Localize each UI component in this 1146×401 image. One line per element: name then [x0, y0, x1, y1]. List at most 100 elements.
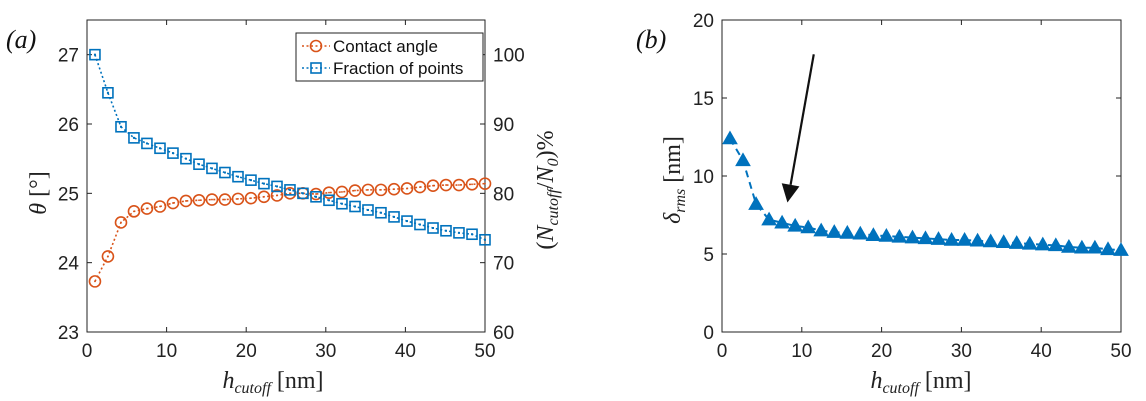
delta-rms-point	[826, 224, 843, 238]
fraction-point	[141, 137, 153, 150]
fraction-point-dot	[379, 211, 382, 214]
fraction-point	[479, 233, 491, 246]
fraction-point-dot	[132, 136, 135, 139]
panel-b-chart: (b) 0 10 20 30 40 50 0 5 10 15 20 hcutoff [nm] δrm…	[636, 11, 1132, 397]
fraction-point	[102, 87, 114, 99]
x-tick-label: 0	[82, 341, 93, 362]
fraction-point-dot	[432, 227, 435, 229]
series-delta-rms	[722, 130, 1129, 256]
contact-angle-point-dot	[328, 191, 330, 194]
delta-rms-point	[1061, 238, 1077, 253]
fraction-point	[401, 215, 413, 227]
x-tick-label: 30	[315, 341, 336, 362]
fraction-point-dot	[288, 188, 291, 191]
contact-angle-point	[179, 194, 193, 208]
y2-tick-label: 90	[493, 115, 514, 136]
arrow-head	[781, 183, 800, 203]
fraction-point	[167, 147, 179, 159]
fraction-point-dot	[327, 199, 330, 202]
fraction-point	[362, 204, 374, 216]
plot-frame	[86, 19, 486, 333]
delta-rms-point	[839, 224, 856, 239]
contact-angle-point-dot	[224, 198, 226, 201]
panel-b-label: (b)	[636, 25, 666, 54]
contact-angle-point	[387, 182, 401, 196]
legend-entry-fraction-of-points: Fraction of points	[302, 59, 463, 78]
legend-entry-contact-angle: Contact angle	[302, 37, 438, 56]
y2-tick-label: 100	[493, 46, 525, 67]
fraction-point	[180, 152, 192, 165]
fraction-point	[466, 228, 478, 241]
contact-angle-point	[140, 202, 154, 215]
contact-angle-point	[231, 192, 245, 206]
fraction-point-dot	[262, 182, 265, 185]
y2-tick-label: 60	[493, 323, 514, 344]
contact-angle-point	[192, 193, 206, 207]
y-tick-label: 10	[693, 167, 714, 188]
contact-angle-point-dot	[198, 199, 200, 202]
panel-a-ylabel: θ [°]	[26, 171, 52, 214]
x-tick-label: 50	[474, 341, 495, 362]
contact-angle-point	[400, 182, 414, 195]
contact-angle-point-dot	[341, 191, 343, 193]
contact-angle-point	[257, 190, 271, 204]
contact-angle-point-dot	[133, 210, 135, 213]
delta-rms-point	[813, 222, 830, 237]
contact-angle-point	[114, 216, 128, 229]
contact-angle-point	[374, 183, 388, 197]
fraction-point	[284, 184, 296, 196]
panel-a-y2label: (Ncutoff/N0)%	[533, 130, 562, 249]
fraction-point-dot	[405, 220, 408, 223]
contact-angle-point	[426, 179, 440, 193]
contact-angle-point-dot	[146, 207, 148, 210]
contact-angle-point	[218, 193, 232, 206]
fraction-point	[232, 170, 244, 183]
contact-angle-point	[413, 180, 427, 194]
fraction-point-dot	[366, 208, 369, 211]
x-tick-label: 50	[1110, 341, 1131, 362]
y-tick-label: 20	[693, 11, 714, 32]
legend-label-contact-angle: Contact angle	[333, 37, 438, 56]
contact-angle-point	[244, 191, 258, 205]
delta-rms-point	[1100, 241, 1116, 256]
x-tick-label: 40	[395, 341, 416, 362]
fraction-point-dot	[471, 233, 474, 236]
contact-angle-point-dot	[211, 198, 213, 201]
contact-angle-point-dot	[445, 184, 447, 186]
fraction-point	[258, 177, 270, 190]
y2-tick-label: 70	[493, 254, 514, 275]
delta-rms-point	[1008, 235, 1025, 249]
fraction-point-dot	[171, 152, 174, 155]
plot-frame	[721, 19, 1122, 333]
delta-rms-point	[1074, 239, 1090, 254]
delta-rms-point	[969, 232, 986, 247]
fraction-point-dot	[457, 231, 460, 234]
fraction-point	[440, 224, 452, 237]
delta-rms-point	[982, 233, 999, 248]
contact-angle-point-dot	[94, 280, 96, 283]
contact-angle-point-dot	[237, 197, 239, 200]
arrow-shaft	[789, 54, 815, 185]
fraction-point-dot	[418, 223, 421, 226]
y-tick-label: 15	[693, 89, 714, 110]
contact-angle-point-dot	[250, 197, 252, 200]
contact-angle-point-dot	[315, 193, 317, 195]
legend: Contact angle Fraction of points	[295, 32, 484, 82]
contact-angle-point	[205, 193, 219, 206]
fraction-point-dot	[197, 163, 200, 166]
panel-b-xlabel: hcutoff [nm]	[870, 368, 971, 397]
fraction-point	[375, 206, 387, 219]
fraction-point	[323, 194, 335, 207]
y-tick-label: 5	[703, 245, 714, 266]
delta-rms-point	[748, 196, 764, 210]
fraction-point	[128, 132, 140, 144]
contact-angle-point	[166, 196, 180, 210]
fraction-point	[219, 166, 231, 179]
fraction-point-dot	[276, 185, 279, 188]
contact-angle-point-dot	[393, 188, 395, 191]
fraction-point	[115, 120, 127, 133]
delta-rms-point	[1087, 239, 1103, 254]
contact-angle-point-dot	[419, 186, 421, 188]
series-fraction-of-points	[89, 48, 491, 246]
contact-angle-point-dot	[107, 255, 109, 258]
